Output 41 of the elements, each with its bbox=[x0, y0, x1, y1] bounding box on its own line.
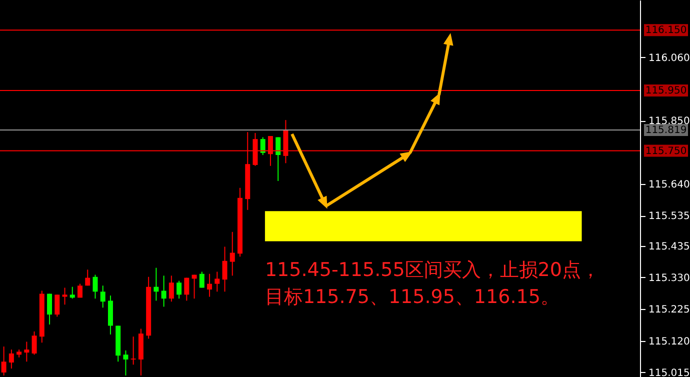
candlestick bbox=[78, 283, 82, 298]
candlestick bbox=[70, 286, 75, 300]
candlestick bbox=[92, 274, 98, 300]
candlestick bbox=[192, 274, 197, 300]
ref-line-label: 116.150 bbox=[645, 25, 687, 36]
ref-line-label: 115.950 bbox=[645, 85, 687, 96]
candlestick bbox=[161, 275, 166, 308]
candlestick bbox=[62, 287, 68, 306]
ref-line-label: 115.750 bbox=[645, 146, 687, 157]
candlestick bbox=[85, 269, 90, 286]
candlestick bbox=[32, 330, 37, 356]
y-tick-label: 116.060 bbox=[648, 52, 690, 64]
y-tick-label: 115.015 bbox=[648, 368, 690, 377]
candlestick bbox=[222, 246, 228, 292]
candlestick bbox=[8, 349, 14, 370]
candlestick bbox=[24, 341, 30, 362]
y-tick-label: 115.330 bbox=[648, 272, 690, 284]
candlestick bbox=[176, 280, 182, 300]
y-tick-label: 115.225 bbox=[648, 304, 690, 316]
candlestick bbox=[154, 267, 159, 302]
y-tick-label: 115.535 bbox=[648, 211, 690, 222]
y-tick-label: 115.435 bbox=[648, 241, 690, 252]
ref-line-label: 115.819 bbox=[645, 124, 687, 136]
y-tick-label: 115.120 bbox=[648, 336, 690, 348]
candlestick bbox=[168, 275, 174, 302]
annotation: 115.45-115.55区间买入，止损20点， bbox=[264, 259, 600, 281]
candlestick bbox=[123, 350, 128, 376]
candlestick bbox=[1, 346, 6, 376]
candlestick bbox=[230, 231, 235, 276]
candlestick bbox=[199, 271, 204, 288]
candlestick bbox=[260, 136, 266, 156]
candlestick bbox=[100, 285, 106, 308]
candlestick bbox=[276, 136, 281, 182]
candlestick bbox=[214, 271, 220, 292]
y-tick-label: 115.640 bbox=[648, 179, 690, 190]
annotation: 目标115.75、115.95、116.15。 bbox=[264, 286, 560, 308]
candlestick bbox=[130, 336, 136, 366]
candlestick bbox=[47, 293, 52, 326]
candlestick bbox=[207, 273, 212, 298]
candlestick bbox=[184, 277, 190, 302]
candlestick bbox=[54, 294, 60, 318]
